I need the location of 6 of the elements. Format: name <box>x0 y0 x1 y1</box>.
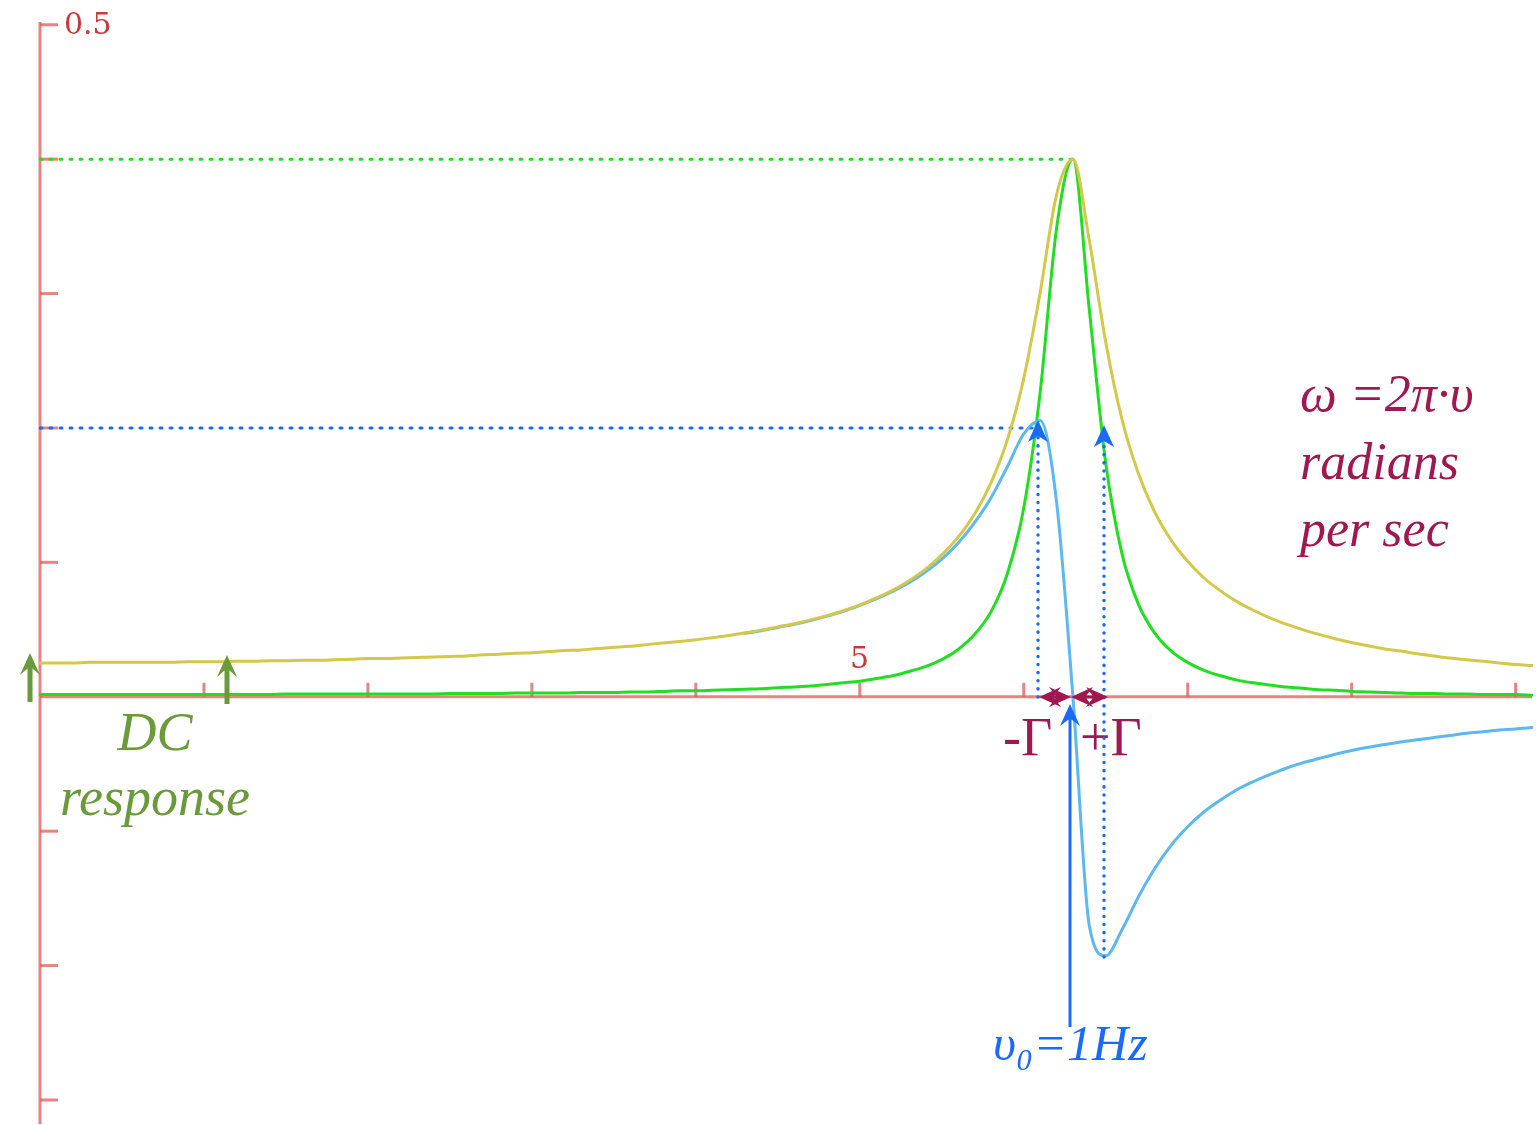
text: 0.5 <box>64 6 112 42</box>
annotation: -Γ <box>1003 706 1053 769</box>
annotation: +Γ <box>1080 706 1142 769</box>
annotation: 5 <box>850 640 870 676</box>
annotation: DC response <box>60 701 250 829</box>
text: υ₀=1Hz <box>993 1014 1148 1073</box>
